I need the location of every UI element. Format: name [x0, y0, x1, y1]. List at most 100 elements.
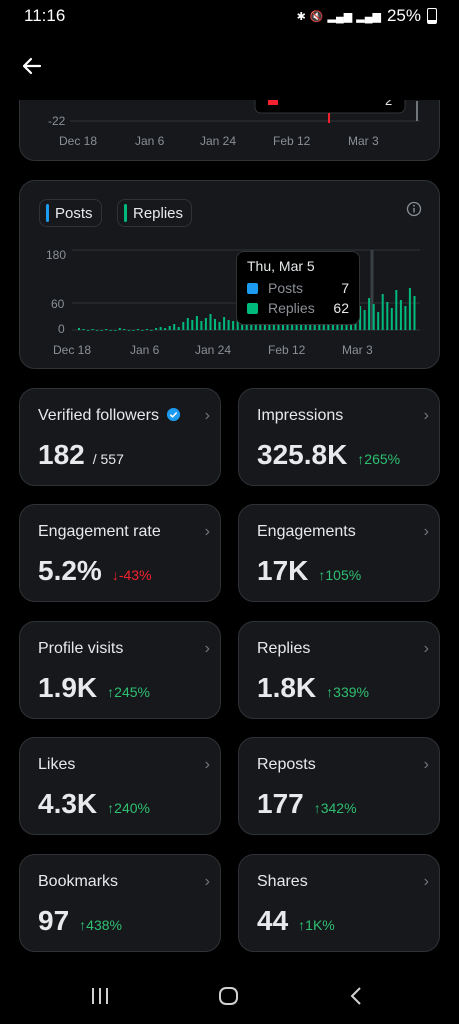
- activity-bar: [386, 302, 389, 330]
- stat-card-verified-followers[interactable]: Verified followers › 182 / 557: [19, 388, 221, 486]
- activity-bar: [408, 288, 411, 330]
- stat-card-reposts[interactable]: Reposts › 177 ↑342%: [238, 737, 440, 835]
- activity-x-tick-4: Mar 3: [342, 343, 373, 357]
- stat-value: 44: [257, 905, 289, 936]
- home-icon[interactable]: [218, 986, 240, 1006]
- stat-value-row: 1.9K ↑245%: [38, 672, 150, 704]
- back-arrow-icon[interactable]: [18, 52, 46, 80]
- activity-bar: [173, 324, 176, 330]
- x-tick-0: Dec 18: [59, 134, 98, 148]
- chevron-right-icon: ›: [204, 640, 210, 657]
- activity-bar: [377, 312, 380, 330]
- arrow-up-icon: ↑: [107, 684, 115, 700]
- stat-change: ↑105%: [318, 567, 362, 583]
- tooltip-replies-value: 62: [333, 300, 349, 316]
- activity-bar: [87, 330, 90, 331]
- chevron-right-icon: ›: [204, 407, 210, 424]
- tooltip-date: Thu, Mar 5: [247, 258, 315, 274]
- activity-bar: [236, 318, 239, 330]
- activity-bar: [363, 310, 366, 330]
- activity-bar: [223, 317, 226, 330]
- activity-bar: [250, 322, 253, 330]
- signal-icon-2: ▂▄▆: [356, 10, 381, 23]
- stat-value-row: 44 ↑1K%: [257, 905, 335, 937]
- activity-x-tick-1: Jan 6: [130, 343, 160, 357]
- android-nav-bar: [0, 968, 459, 1024]
- stat-label: Bookmarks: [38, 873, 119, 890]
- activity-bar: [195, 316, 198, 330]
- legend-replies-button[interactable]: Replies: [117, 199, 193, 227]
- activity-bar: [132, 330, 135, 331]
- legend-posts-button[interactable]: Posts: [39, 199, 102, 227]
- stat-change: ↑438%: [79, 917, 122, 933]
- arrow-up-icon: ↑: [313, 800, 321, 816]
- activity-bar: [146, 329, 148, 330]
- stat-card-bookmarks[interactable]: Bookmarks › 97 ↑438%: [19, 854, 221, 952]
- y-tick-60: 60: [51, 297, 65, 311]
- stat-label: Profile visits: [38, 640, 124, 657]
- activity-bar: [150, 330, 153, 331]
- stat-label: Impressions: [257, 407, 344, 424]
- stat-value: 5.2%: [38, 555, 102, 586]
- stat-card-likes[interactable]: Likes › 4.3K ↑240%: [19, 737, 221, 835]
- stat-label: Likes: [38, 756, 76, 773]
- stat-change: ↑342%: [313, 800, 357, 816]
- bluetooth-icon: ✱: [296, 10, 306, 23]
- activity-bar: [109, 330, 112, 331]
- activity-bar: [291, 320, 294, 330]
- stat-label: Reposts: [257, 756, 316, 773]
- activity-x-tick-2: Jan 24: [195, 343, 232, 357]
- activity-bar: [309, 321, 312, 330]
- activity-bar: [390, 308, 393, 330]
- y-tick: -22: [48, 114, 66, 128]
- posts-color-swatch: [46, 204, 49, 222]
- recent-apps-icon[interactable]: [89, 986, 111, 1006]
- chevron-right-icon: ›: [423, 523, 429, 540]
- activity-bar: [381, 294, 384, 330]
- x-tick-3: Feb 12: [273, 134, 311, 148]
- stat-card-profile-visits[interactable]: Profile visits › 1.9K ↑245%: [19, 621, 221, 719]
- battery-icon: [427, 8, 437, 24]
- stat-value: 177: [257, 788, 304, 819]
- x-tick-4: Mar 3: [348, 134, 379, 148]
- x-tick-1: Jan 6: [135, 134, 165, 148]
- activity-bar: [91, 329, 94, 330]
- stat-value: 1.9K: [38, 672, 98, 703]
- activity-bar: [241, 320, 244, 330]
- activity-bar: [123, 329, 126, 330]
- stat-value: 97: [38, 905, 70, 936]
- stat-value-row: 182 / 557: [38, 439, 124, 471]
- activity-bar: [136, 329, 139, 330]
- chevron-right-icon: ›: [423, 873, 429, 890]
- stat-label: Engagement rate: [38, 523, 161, 540]
- stat-card-impressions[interactable]: Impressions › 325.8K ↑265%: [238, 388, 440, 486]
- stat-value-row: 97 ↑438%: [38, 905, 122, 937]
- stat-card-engagement-rate[interactable]: Engagement rate › 5.2% ↓-43%: [19, 504, 221, 602]
- activity-bar: [78, 328, 80, 330]
- stat-card-shares[interactable]: Shares › 44 ↑1K%: [238, 854, 440, 952]
- tooltip-replies-label: Replies: [268, 300, 315, 316]
- chart-tooltip: Thu, Mar 5 Posts 7 Replies 62: [236, 251, 360, 325]
- activity-bar: [96, 330, 99, 331]
- chevron-right-icon: ›: [204, 756, 210, 773]
- y-tick-180: 180: [46, 248, 67, 262]
- activity-bar: [182, 322, 185, 330]
- activity-bar: [413, 296, 416, 330]
- activity-x-tick-3: Feb 12: [268, 343, 306, 357]
- legend-posts-label: Posts: [55, 204, 93, 222]
- stat-change: ↑240%: [107, 800, 150, 816]
- chevron-right-icon: ›: [204, 523, 210, 540]
- activity-bar: [372, 304, 375, 330]
- activity-bar: [395, 290, 398, 330]
- stat-value: 17K: [257, 555, 309, 586]
- stat-card-replies[interactable]: Replies › 1.8K ↑339%: [238, 621, 440, 719]
- activity-bar: [272, 321, 275, 330]
- activity-bar: [127, 330, 130, 331]
- info-icon[interactable]: [406, 201, 422, 217]
- activity-bar: [82, 329, 85, 330]
- back-nav-icon[interactable]: [346, 986, 368, 1006]
- activity-bar: [232, 321, 235, 330]
- stat-value: 4.3K: [38, 788, 98, 819]
- activity-bar: [200, 321, 203, 330]
- stat-card-engagements[interactable]: Engagements › 17K ↑105%: [238, 504, 440, 602]
